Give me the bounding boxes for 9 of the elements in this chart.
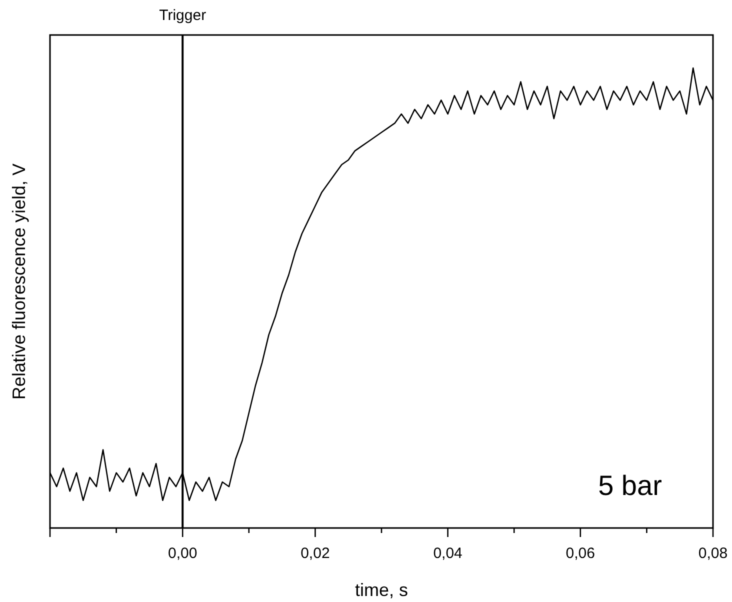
x-tick-label: 0,04 [433,545,462,562]
x-axis-title: time, s [354,580,408,600]
x-tick-label: 0,08 [698,545,728,562]
x-tick-label: 0,00 [168,545,198,562]
x-tick-label: 0,06 [566,545,595,562]
annotation: 5 bar [598,470,662,501]
x-tick-label: 0,02 [300,545,330,562]
ref-line-label: Trigger [159,7,206,24]
y-axis-title: Relative fluorescence yield, V [9,163,29,400]
